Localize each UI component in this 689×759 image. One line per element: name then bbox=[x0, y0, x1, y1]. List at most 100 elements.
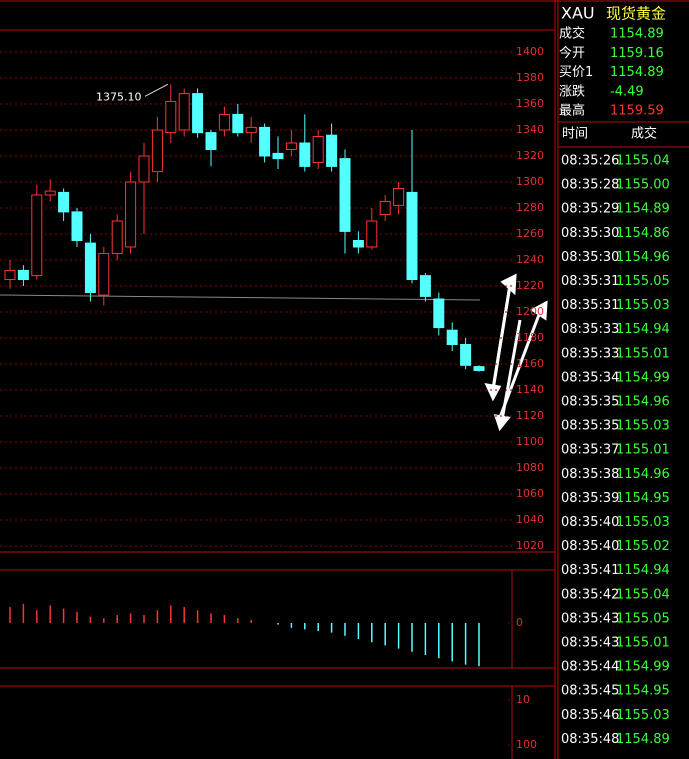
quote-value: 1159.16 bbox=[610, 46, 664, 61]
tick-price: 1155.01 bbox=[616, 346, 670, 361]
quote-value: 1159.59 bbox=[610, 104, 664, 119]
candle-body bbox=[44, 190, 56, 196]
y-tick-label: 1180 bbox=[516, 331, 544, 344]
candle-body bbox=[473, 366, 485, 372]
tick-time: 08:35:29 bbox=[561, 202, 619, 217]
tick-time: 08:35:38 bbox=[561, 467, 619, 482]
tick-price: 1155.01 bbox=[616, 636, 670, 651]
y-tick-label: 1140 bbox=[516, 383, 544, 396]
y-tick-label: 100 bbox=[516, 738, 537, 751]
tick-time: 08:35:26 bbox=[561, 154, 619, 169]
candle-body bbox=[460, 344, 472, 366]
tick-price: 1155.02 bbox=[616, 539, 670, 554]
quote-label: 最高 bbox=[559, 103, 585, 119]
instrument-name: 现货黄金 bbox=[606, 5, 666, 23]
tick-price: 1155.01 bbox=[616, 443, 670, 458]
tick-time: 08:35:42 bbox=[561, 587, 619, 602]
annotation-line bbox=[144, 83, 169, 97]
candle-body bbox=[218, 113, 230, 131]
tick-price: 1155.03 bbox=[616, 419, 670, 434]
y-tick-label: 1220 bbox=[516, 279, 544, 292]
y-tick-label: 1260 bbox=[516, 227, 544, 240]
y-tick-label: 10 bbox=[516, 693, 530, 706]
tick-time: 08:35:40 bbox=[561, 539, 619, 554]
quote-value: -4.49 bbox=[610, 84, 644, 99]
candle-body bbox=[419, 275, 431, 297]
y-tick-label: 1280 bbox=[516, 201, 544, 214]
quote-value: 1154.89 bbox=[610, 65, 664, 80]
tick-price: 1155.05 bbox=[616, 274, 670, 289]
tick-price: 1154.86 bbox=[616, 226, 670, 241]
symbol: XAU bbox=[561, 4, 595, 23]
y-tick-label: 1400 bbox=[516, 45, 544, 58]
tick-price: 1154.89 bbox=[616, 732, 670, 747]
tick-price: 1154.96 bbox=[616, 395, 670, 410]
quote-value: 1154.89 bbox=[610, 27, 664, 42]
candle-body bbox=[339, 158, 351, 232]
candle-body bbox=[165, 100, 177, 134]
reference-line bbox=[0, 294, 481, 301]
candle-body bbox=[4, 269, 16, 280]
candle-body bbox=[433, 298, 445, 329]
tick-price: 1155.04 bbox=[616, 154, 670, 169]
candle-body bbox=[312, 136, 324, 163]
candle-body bbox=[285, 142, 297, 150]
tick-price: 1154.94 bbox=[616, 563, 670, 578]
candle-body bbox=[272, 152, 284, 160]
candle-body bbox=[84, 242, 96, 294]
candle-body bbox=[379, 201, 391, 215]
tick-time: 08:35:30 bbox=[561, 226, 619, 241]
quote-label: 今开 bbox=[559, 45, 585, 61]
tick-time: 08:35:35 bbox=[561, 419, 619, 434]
candle-body bbox=[205, 132, 217, 151]
candle-body bbox=[326, 134, 338, 167]
tick-price: 1155.03 bbox=[616, 298, 670, 313]
candle-body bbox=[98, 253, 110, 296]
tick-price: 1154.94 bbox=[616, 322, 670, 337]
tick-price: 1154.99 bbox=[616, 370, 670, 385]
tick-price: 1155.04 bbox=[616, 587, 670, 602]
column-header: 成交 bbox=[631, 126, 657, 142]
candle-body bbox=[178, 93, 190, 131]
quote-label: 涨跌 bbox=[559, 83, 585, 99]
tick-time: 08:35:39 bbox=[561, 491, 619, 506]
candle-body bbox=[352, 240, 364, 248]
tick-time: 08:35:28 bbox=[561, 178, 619, 193]
tick-price: 1154.99 bbox=[616, 660, 670, 675]
quote-label: 成交 bbox=[559, 26, 585, 42]
arrows bbox=[484, 273, 548, 432]
candle-body bbox=[259, 126, 271, 157]
candle-body bbox=[192, 93, 204, 134]
tick-time: 08:35:43 bbox=[561, 636, 619, 651]
y-tick-label: 1200 bbox=[516, 305, 544, 318]
tick-time: 08:35:31 bbox=[561, 274, 619, 289]
tick-time: 08:35:46 bbox=[561, 708, 619, 723]
candle-body bbox=[138, 155, 150, 183]
candle-body bbox=[366, 220, 378, 248]
candle-body bbox=[299, 142, 311, 167]
tick-time: 08:35:45 bbox=[561, 684, 619, 699]
tick-price: 1154.96 bbox=[616, 250, 670, 265]
candle-body bbox=[111, 220, 123, 254]
y-tick-label: 1380 bbox=[516, 71, 544, 84]
y-tick-label: 0 bbox=[516, 616, 523, 629]
tick-price: 1155.03 bbox=[616, 708, 670, 723]
y-tick-label: 1120 bbox=[516, 409, 544, 422]
candle-body bbox=[31, 194, 43, 277]
quote-label: 买价1 bbox=[559, 65, 593, 80]
tick-time: 08:35:33 bbox=[561, 346, 619, 361]
tick-time: 08:35:30 bbox=[561, 250, 619, 265]
y-tick-label: 1240 bbox=[516, 253, 544, 266]
y-tick-label: 1020 bbox=[516, 539, 544, 552]
candle-body bbox=[17, 269, 29, 280]
y-tick-label: 1300 bbox=[516, 175, 544, 188]
candle-body bbox=[58, 191, 70, 213]
candle-body bbox=[232, 113, 244, 134]
candle-body bbox=[393, 188, 405, 206]
y-tick-label: 1340 bbox=[516, 123, 544, 136]
tick-price: 1154.96 bbox=[616, 467, 670, 482]
candle-body bbox=[245, 126, 257, 134]
